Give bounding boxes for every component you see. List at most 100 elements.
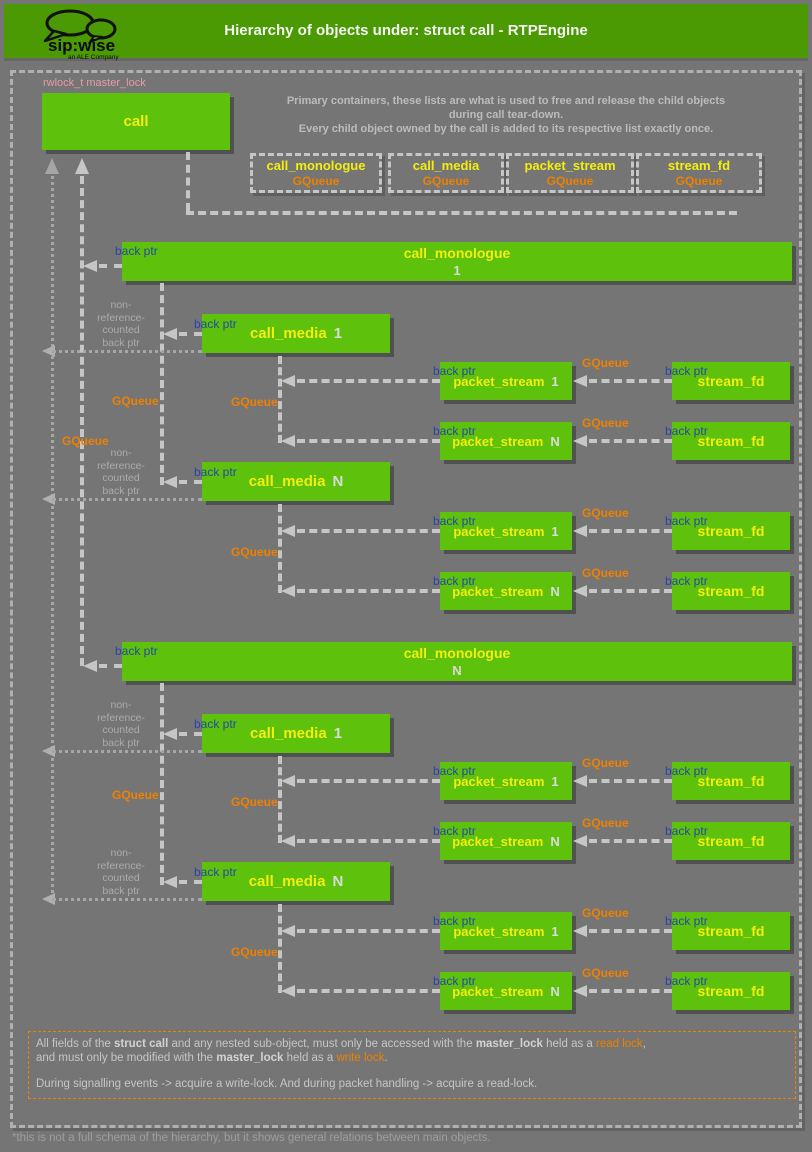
stream-fd-box: stream_fd [672, 972, 790, 1010]
left-arrow-icon [42, 893, 55, 905]
packet-stream-1-box: packet_stream 1 [440, 362, 572, 400]
left-arrow-icon [281, 435, 295, 447]
left-arrow-icon [163, 328, 177, 340]
call-to-queues-line-horizontal [186, 211, 737, 215]
left-arrow-icon [83, 260, 97, 272]
queue-name: stream_fd [667, 158, 731, 173]
lock-note-paragraph-2: During signalling events -> acquire a wr… [36, 1078, 538, 1090]
non-ref-backptr-line [51, 176, 54, 899]
backptr-connector [297, 989, 440, 993]
stream-fd-box: stream_fd [672, 362, 790, 400]
backptr-connector [297, 929, 440, 933]
back-ptr-label: back ptr [433, 364, 476, 378]
stream-gqueue-line [278, 756, 282, 843]
note-line-1: Primary containers, these lists are what… [286, 95, 726, 107]
backptr-connector [179, 332, 202, 336]
gqueue-label: GQueue [582, 816, 629, 830]
queue-box-call-media: call_media GQueue [388, 153, 504, 193]
non-ref-backptr-note: non-reference-counted back ptr [97, 447, 145, 497]
left-arrow-icon [281, 525, 295, 537]
backptr-connector [179, 732, 202, 736]
stream-gqueue-line [278, 504, 282, 593]
backptr-connector [297, 589, 440, 593]
back-ptr-label: back ptr [665, 764, 708, 778]
gqueue-label: GQueue [112, 394, 159, 408]
call-monologue-n-box: call_monologue N [122, 642, 792, 681]
call-media-1-box: call_media 1 [202, 714, 390, 753]
left-arrow-icon [42, 493, 55, 505]
gqueue-label: GQueue [231, 395, 278, 409]
back-ptr-label: back ptr [665, 824, 708, 838]
call-box: call [42, 93, 230, 150]
back-ptr-label: back ptr [194, 717, 237, 731]
stream-fd-box: stream_fd [672, 762, 790, 800]
gqueue-label: GQueue [582, 756, 629, 770]
left-arrow-icon [573, 435, 587, 447]
left-arrow-icon [281, 375, 295, 387]
packet-stream-1-box: packet_stream 1 [440, 912, 572, 950]
left-arrow-icon [573, 775, 587, 787]
box-index: 1 [453, 262, 461, 278]
backptr-connector [297, 529, 440, 533]
back-ptr-label: back ptr [433, 764, 476, 778]
non-ref-backptr-note: non-reference-counted back ptr [97, 299, 145, 349]
box-index: 1 [333, 325, 343, 342]
queue-name: packet_stream [524, 158, 616, 173]
gqueue-connector [589, 589, 672, 593]
gqueue-label: GQueue [112, 788, 159, 802]
diagram-frame [10, 70, 802, 1128]
back-ptr-label: back ptr [665, 974, 708, 988]
left-arrow-icon [163, 728, 177, 740]
back-ptr-label: back ptr [433, 514, 476, 528]
backptr-connector [179, 880, 202, 884]
back-ptr-label: back ptr [433, 824, 476, 838]
footnote: *this is not a full schema of the hierar… [12, 1132, 491, 1144]
packet-stream-n-box: packet_stream N [440, 422, 572, 460]
left-arrow-icon [573, 525, 587, 537]
queue-type: GQueue [292, 174, 340, 188]
non-ref-backptr-note: non-reference-counted back ptr [97, 847, 145, 897]
gqueue-connector [589, 779, 672, 783]
stream-fd-box: stream_fd [672, 512, 790, 550]
left-arrow-icon [281, 585, 295, 597]
logo-subtext: an ALE Company [68, 54, 119, 61]
backptr-connector [297, 439, 440, 443]
left-arrow-icon [42, 345, 55, 357]
note-line-2: during call tear-down. [448, 109, 564, 121]
box-index: N [452, 662, 462, 678]
lock-note: All fields of the struct call and any ne… [28, 1031, 796, 1099]
backptr-connector [297, 839, 440, 843]
non-ref-connector [52, 498, 202, 501]
gqueue-connector [589, 839, 672, 843]
gqueue-label: GQueue [231, 545, 278, 559]
packet-stream-n-box: packet_stream N [440, 972, 572, 1010]
call-media-n-box: call_media N [202, 862, 390, 901]
back-ptr-label: back ptr [433, 914, 476, 928]
stream-gqueue-line [278, 904, 282, 993]
call-media-1-box: call_media 1 [202, 314, 390, 353]
non-ref-backptr-note: non-reference-counted back ptr [97, 699, 145, 749]
packet-stream-1-box: packet_stream 1 [440, 762, 572, 800]
logo-text: sip:wise [48, 36, 115, 55]
left-arrow-icon [163, 476, 177, 488]
header-bar: sip:wise an ALE Company Hierarchy of obj… [4, 4, 808, 61]
box-title: call_monologue [403, 244, 511, 261]
sipwise-logo: sip:wise an ALE Company [28, 8, 138, 67]
back-ptr-label: back ptr [194, 465, 237, 479]
left-arrow-icon [573, 585, 587, 597]
call-to-queues-line-vertical [186, 152, 190, 211]
queue-box-stream-fd: stream_fd GQueue [636, 153, 762, 193]
non-ref-connector [52, 898, 202, 901]
packet-stream-n-box: packet_stream N [440, 572, 572, 610]
call-box-title: call [123, 113, 149, 130]
backptr-connector [179, 480, 202, 484]
back-ptr-label: back ptr [665, 424, 708, 438]
back-ptr-label: back ptr [115, 244, 158, 258]
left-arrow-icon [573, 925, 587, 937]
gqueue-connector [589, 929, 672, 933]
primary-containers-note: Primary containers, these lists are what… [236, 94, 776, 136]
non-ref-connector [52, 750, 202, 753]
backptr-connector [99, 264, 122, 268]
box-title: call_media [249, 325, 327, 342]
